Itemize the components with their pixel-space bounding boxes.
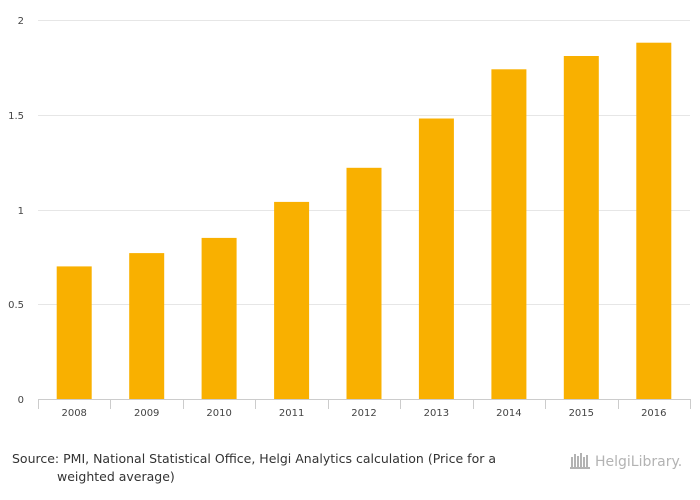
bar <box>56 266 92 399</box>
bar <box>491 69 527 400</box>
library-icon <box>570 451 592 473</box>
x-tick-label: 2015 <box>569 408 594 419</box>
y-tick-label: 0 <box>18 395 24 406</box>
x-axis: 2008 2009 2010 2011 2012 2013 2014 2015 2016 <box>38 399 691 419</box>
x-tick-label: 2012 <box>351 408 376 419</box>
x-tick-label: 2013 <box>424 408 449 419</box>
bar <box>346 167 382 399</box>
x-tick-label: 2009 <box>134 408 159 419</box>
x-tick-label: 2011 <box>279 408 304 419</box>
logo-text: HelgiLibrary. <box>595 454 683 470</box>
y-tick-label: 1.5 <box>8 111 24 122</box>
bar <box>129 253 165 399</box>
bar <box>274 201 310 399</box>
x-tick-label: 2008 <box>61 408 86 419</box>
source-line-1: Source: PMI, National Statistical Office… <box>12 451 496 466</box>
x-tick-label: 2014 <box>496 408 521 419</box>
bar-chart: 00.511.52 2008 2009 2010 2011 2012 2013 2014 20… <box>8 16 691 419</box>
y-tick-label: 1 <box>18 206 24 217</box>
bars <box>56 42 672 400</box>
x-tick-label: 2010 <box>206 408 231 419</box>
bar <box>563 56 599 399</box>
source-line-2: weighted average) <box>57 469 175 484</box>
source-note: Source: PMI, National Statistical Office… <box>12 450 532 486</box>
y-axis-tick-labels: 0 0.5 1 1.5 2 <box>8 16 24 406</box>
bar <box>418 118 454 399</box>
bar <box>201 237 237 399</box>
y-tick-label: 0.5 <box>8 300 24 311</box>
helgi-library-logo: HelgiLibrary. <box>570 452 682 472</box>
y-tick-label: 2 <box>18 16 24 27</box>
x-tick-label: 2016 <box>641 408 666 419</box>
bar <box>636 42 672 399</box>
